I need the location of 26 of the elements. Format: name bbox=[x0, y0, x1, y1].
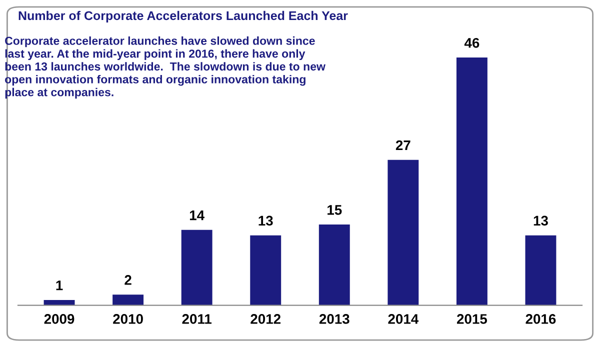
bar bbox=[318, 224, 350, 306]
x-tick-label: 2011 bbox=[182, 314, 212, 324]
x-tick-label: 2010 bbox=[113, 314, 143, 324]
chart-title: Number of Corporate Accelerators Launched Each Year bbox=[18, 10, 348, 23]
bar bbox=[388, 160, 419, 306]
x-tick-label: 2012 bbox=[250, 314, 281, 324]
bar bbox=[250, 235, 282, 306]
bar bbox=[525, 235, 556, 306]
annotation: Corporate accelerator launches have slowed down since last year. At the mid-year point in 2016, there have only been 13 launches worldwide. The slowdown is due to new open innovation formats and organic innovation taking place at companies. bbox=[5, 36, 326, 99]
data-label: 46 bbox=[464, 38, 480, 48]
bar bbox=[181, 230, 212, 306]
x-tick-label: 2014 bbox=[388, 314, 419, 324]
data-label: 13 bbox=[534, 216, 548, 226]
data-label: 1 bbox=[56, 280, 63, 290]
data-label: 27 bbox=[396, 140, 410, 150]
data-label: 13 bbox=[258, 216, 273, 226]
data-label: 2 bbox=[124, 275, 132, 285]
x-tick-label: 2015 bbox=[456, 314, 488, 324]
bar bbox=[44, 300, 75, 306]
x-tick-label: 2016 bbox=[526, 314, 556, 324]
data-label: 15 bbox=[328, 205, 342, 215]
bar bbox=[456, 58, 488, 306]
x-tick-label: 2013 bbox=[319, 314, 350, 324]
x-tick-label: 2009 bbox=[44, 314, 74, 324]
data-label: 14 bbox=[190, 210, 204, 220]
bar bbox=[112, 294, 144, 306]
